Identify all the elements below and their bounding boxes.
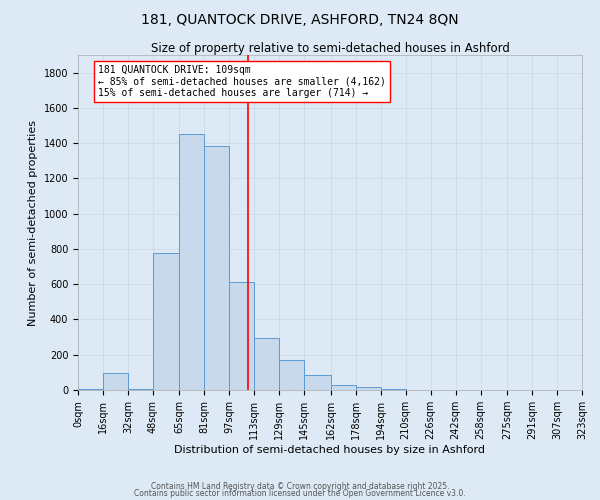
Text: Contains public sector information licensed under the Open Government Licence v3: Contains public sector information licen… <box>134 489 466 498</box>
Bar <box>229 282 254 390</box>
Text: 181, QUANTOCK DRIVE, ASHFORD, TN24 8QN: 181, QUANTOCK DRIVE, ASHFORD, TN24 8QN <box>141 12 459 26</box>
Title: Size of property relative to semi-detached houses in Ashford: Size of property relative to semi-detach… <box>151 42 509 55</box>
Bar <box>179 134 205 390</box>
Y-axis label: Number of semi-detached properties: Number of semi-detached properties <box>28 120 38 326</box>
Bar <box>356 388 381 390</box>
Bar <box>205 146 229 390</box>
Bar <box>279 360 304 390</box>
Bar <box>331 384 356 390</box>
Bar <box>78 389 103 390</box>
Bar <box>304 375 331 390</box>
Bar <box>128 389 153 390</box>
Bar <box>381 389 406 390</box>
Text: Contains HM Land Registry data © Crown copyright and database right 2025.: Contains HM Land Registry data © Crown c… <box>151 482 449 491</box>
Bar <box>103 373 128 390</box>
Bar <box>153 254 179 390</box>
Bar <box>254 338 279 390</box>
X-axis label: Distribution of semi-detached houses by size in Ashford: Distribution of semi-detached houses by … <box>175 445 485 455</box>
Text: 181 QUANTOCK DRIVE: 109sqm
← 85% of semi-detached houses are smaller (4,162)
15%: 181 QUANTOCK DRIVE: 109sqm ← 85% of semi… <box>98 65 386 98</box>
